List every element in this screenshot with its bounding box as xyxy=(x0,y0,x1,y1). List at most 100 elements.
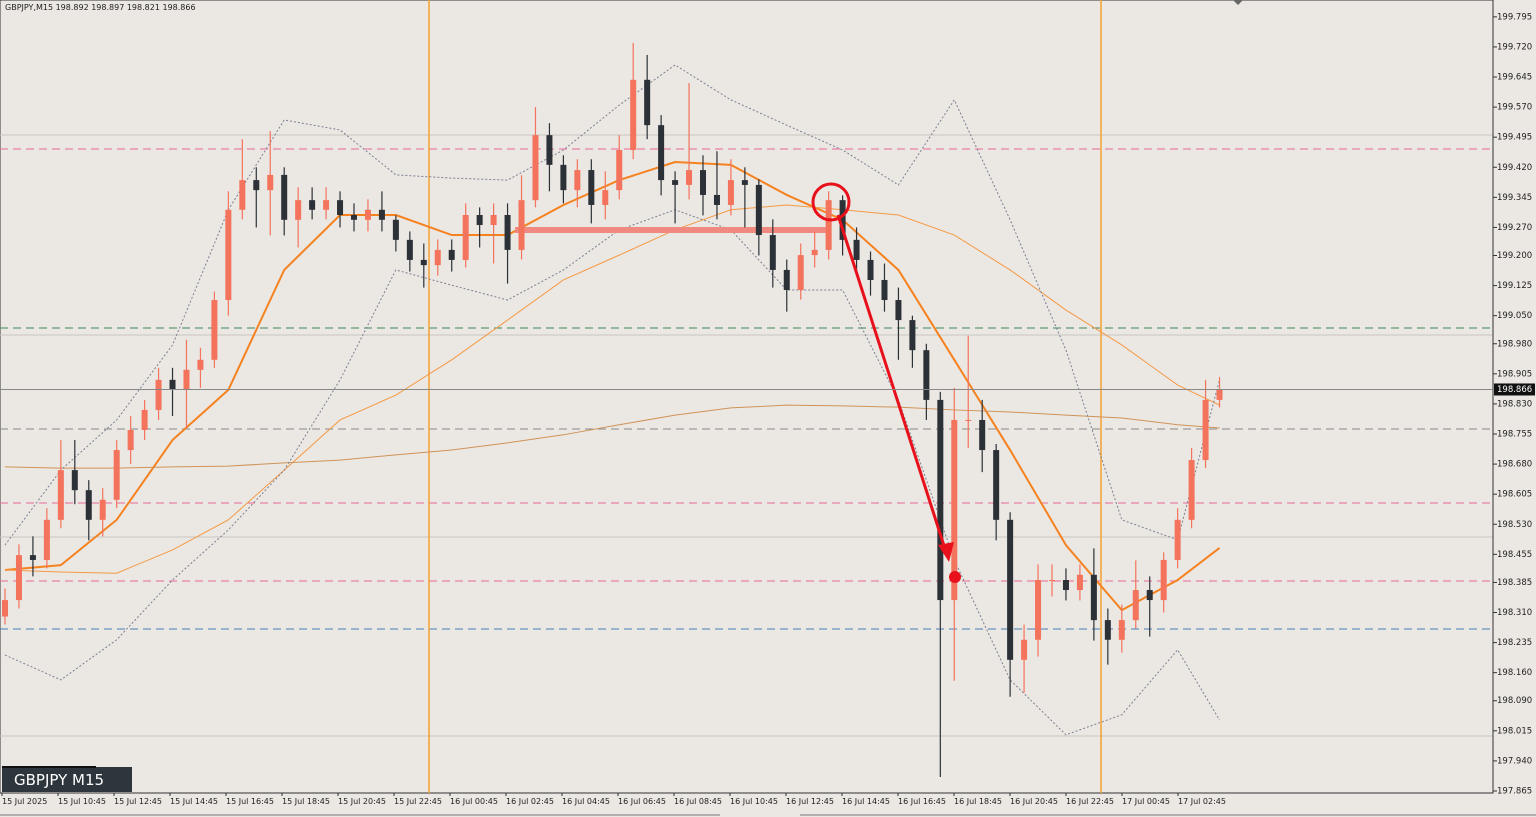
x-axis: 15 Jul 2025 15 Jul 10:45 15 Jul 12:45 15 Ju… xyxy=(1,793,1226,806)
x-tick-label: 15 Jul 10:45 xyxy=(58,797,106,806)
x-tick-label: 15 Jul 12:45 xyxy=(114,797,162,806)
candle-body xyxy=(504,214,511,250)
candle-body xyxy=(29,555,36,560)
y-tick-label: 199.645 xyxy=(1497,73,1532,83)
candle-body xyxy=(909,320,916,351)
candle-body xyxy=(881,279,888,301)
candle-body xyxy=(392,219,399,240)
scroll-marker xyxy=(1233,0,1243,5)
y-tick-label: 199.420 xyxy=(1497,163,1532,173)
candle-body xyxy=(490,214,497,226)
x-tick-label: 16 Jul 22:45 xyxy=(1066,797,1114,806)
y-tick-label: 198.605 xyxy=(1497,490,1532,500)
candle-body xyxy=(169,379,176,390)
candle-body xyxy=(99,499,106,520)
indicator-line xyxy=(4,64,1221,546)
price-box-label: 198.866 xyxy=(1497,385,1532,395)
x-tick-label: 15 Jul 2025 xyxy=(2,797,47,806)
candle-body xyxy=(211,300,218,360)
candle-body xyxy=(658,125,665,181)
y-tick-label: 198.755 xyxy=(1497,430,1532,440)
candle-body xyxy=(1007,519,1014,660)
candle-body xyxy=(951,419,958,601)
x-tick-label: 16 Jul 06:45 xyxy=(618,797,666,806)
candle-body xyxy=(1160,559,1167,601)
candle-body xyxy=(979,419,986,451)
candle-body xyxy=(2,600,8,617)
y-tick-label: 198.530 xyxy=(1497,520,1532,530)
candle-body xyxy=(965,419,972,421)
candle-body xyxy=(197,359,204,370)
y-tick-label: 199.200 xyxy=(1497,251,1532,261)
y-tick-label: 198.090 xyxy=(1497,696,1532,706)
candle-body xyxy=(1021,639,1028,660)
x-tick-label: 16 Jul 00:45 xyxy=(450,797,498,806)
candle-body xyxy=(57,470,64,520)
candle-body xyxy=(825,200,832,250)
candles xyxy=(2,42,1223,777)
candle-body xyxy=(769,235,776,270)
candle-body xyxy=(1049,580,1055,582)
candle-body xyxy=(267,174,274,191)
x-tick-label: 15 Jul 18:45 xyxy=(282,797,330,806)
arrow-head xyxy=(938,542,954,562)
y-tick-label: 199.570 xyxy=(1497,103,1532,113)
candle-body xyxy=(1146,590,1153,601)
candle-body xyxy=(85,490,92,520)
x-tick-label: 15 Jul 20:45 xyxy=(338,797,386,806)
y-tick-label: 198.830 xyxy=(1497,399,1532,409)
candle-body xyxy=(560,164,567,191)
candle-body xyxy=(309,200,316,210)
candle-body xyxy=(727,180,734,205)
candle-body xyxy=(225,209,232,301)
y-tick-label: 198.905 xyxy=(1497,369,1532,379)
candle-body xyxy=(71,470,78,491)
header: GBPJPY,M15 198.892 198.897 198.821 198.8… xyxy=(5,3,196,12)
candle-body xyxy=(127,429,134,451)
y-tick-label: 197.940 xyxy=(1497,756,1532,766)
x-tick-label: 16 Jul 20:45 xyxy=(1010,797,1058,806)
candle-body xyxy=(364,209,371,220)
y-tick-label: 199.270 xyxy=(1497,223,1532,233)
candle-body xyxy=(1118,620,1125,640)
candle-body xyxy=(351,214,357,220)
candle-body xyxy=(295,200,302,220)
candle-body xyxy=(546,135,553,165)
candle-body xyxy=(155,379,162,410)
y-tick-label: 199.125 xyxy=(1497,281,1532,291)
y-tick-label: 198.680 xyxy=(1497,460,1532,470)
candle-body xyxy=(686,170,693,185)
candle-body xyxy=(1188,460,1195,520)
candle-body xyxy=(141,409,148,430)
candle-body xyxy=(811,249,818,256)
candle-body xyxy=(783,269,790,291)
candle-body xyxy=(937,399,944,601)
candle-body xyxy=(337,200,344,215)
candle-body xyxy=(43,519,50,560)
candle-body xyxy=(462,214,469,260)
y-tick-label: 198.235 xyxy=(1497,638,1532,648)
candle-body xyxy=(1132,590,1139,621)
symbol-badge xyxy=(2,767,132,792)
candle-body xyxy=(518,200,525,250)
candle-body xyxy=(797,255,804,291)
candle-body xyxy=(867,259,874,280)
candle-body xyxy=(755,184,762,236)
x-tick-label: 16 Jul 08:45 xyxy=(674,797,722,806)
x-tick-label: 16 Jul 12:45 xyxy=(786,797,834,806)
candle-body xyxy=(1104,620,1111,640)
candle-body xyxy=(113,450,120,500)
candle-body xyxy=(741,180,748,185)
candle-body xyxy=(1035,580,1042,640)
indicator-line xyxy=(4,404,1220,469)
candle-body xyxy=(239,180,246,210)
indicators xyxy=(4,64,1221,736)
y-axis: 199.795 199.720 199.645 199.570 199.495 199.4… xyxy=(1492,0,1532,796)
candle-body xyxy=(588,170,595,205)
y-tick-label: 198.160 xyxy=(1497,668,1532,678)
plot-area xyxy=(0,0,1494,794)
price-box xyxy=(1494,383,1535,396)
x-tick-label: 16 Jul 02:45 xyxy=(506,797,554,806)
